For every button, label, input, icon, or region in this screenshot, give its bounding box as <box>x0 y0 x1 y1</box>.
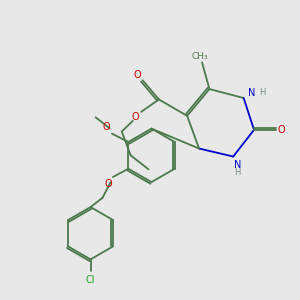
Text: H: H <box>235 168 241 177</box>
Text: O: O <box>103 122 110 132</box>
Text: O: O <box>132 112 140 122</box>
Text: O: O <box>134 70 141 80</box>
Text: H: H <box>259 88 265 97</box>
Text: CH₃: CH₃ <box>192 52 208 61</box>
Text: N: N <box>248 88 256 98</box>
Text: O: O <box>105 178 112 189</box>
Text: N: N <box>234 160 242 170</box>
Text: O: O <box>278 125 285 135</box>
Text: Cl: Cl <box>86 274 95 285</box>
